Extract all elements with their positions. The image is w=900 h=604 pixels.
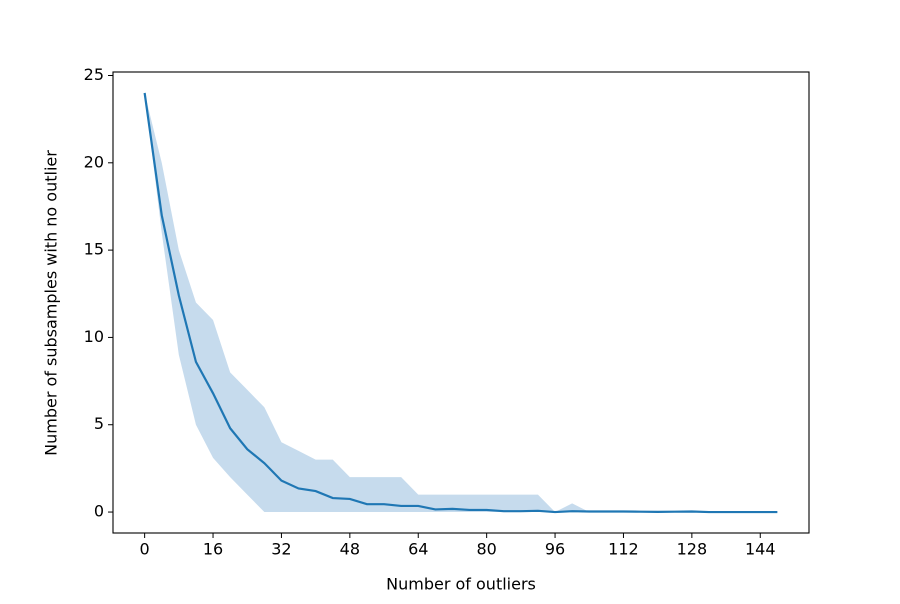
y-tick-label: 5 <box>94 414 104 433</box>
y-tick-label: 25 <box>84 65 104 84</box>
x-tick-label: 144 <box>745 540 776 559</box>
x-tick-label: 128 <box>677 540 708 559</box>
x-tick-label: 16 <box>203 540 223 559</box>
y-tick-label: 10 <box>84 327 104 346</box>
y-tick-label: 15 <box>84 240 104 259</box>
band <box>144 92 778 513</box>
x-axis-label: Number of outliers <box>386 575 536 594</box>
y-axis-label: Number of subsamples with no outlier <box>42 150 61 456</box>
y-tick-label: 20 <box>84 152 104 171</box>
x-tick-label: 64 <box>408 540 428 559</box>
x-tick-label: 80 <box>476 540 496 559</box>
plot-frame <box>112 71 810 534</box>
x-tick-label: 112 <box>608 540 639 559</box>
y-tick-label: 0 <box>94 502 104 521</box>
x-tick-label: 48 <box>340 540 360 559</box>
x-tick-label: 96 <box>545 540 565 559</box>
x-tick-label: 32 <box>271 540 291 559</box>
x-tick-label: 0 <box>140 540 150 559</box>
line <box>143 92 778 514</box>
